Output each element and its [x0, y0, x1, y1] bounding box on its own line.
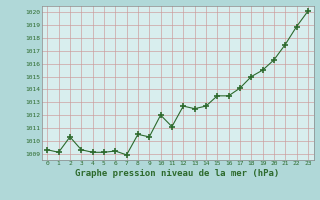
X-axis label: Graphe pression niveau de la mer (hPa): Graphe pression niveau de la mer (hPa) — [76, 169, 280, 178]
